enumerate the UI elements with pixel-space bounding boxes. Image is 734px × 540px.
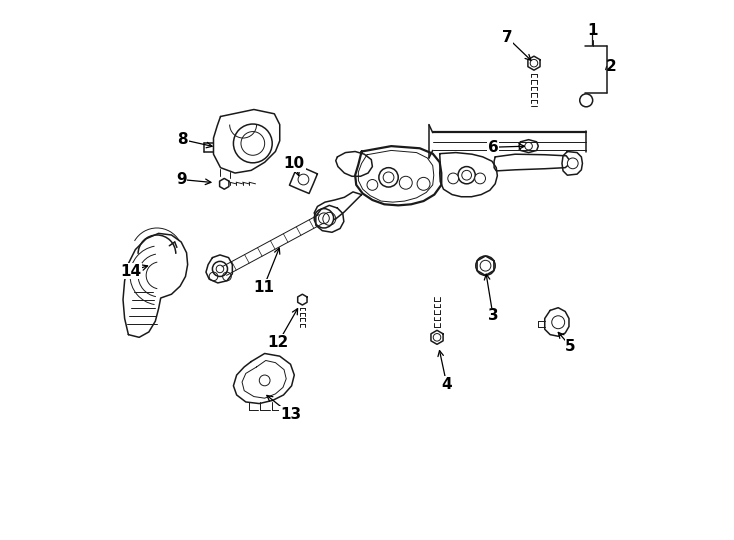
Polygon shape bbox=[206, 255, 233, 283]
Circle shape bbox=[567, 158, 578, 168]
Text: 1: 1 bbox=[587, 23, 597, 38]
Circle shape bbox=[383, 172, 394, 183]
Polygon shape bbox=[298, 294, 307, 305]
Circle shape bbox=[462, 170, 471, 180]
Circle shape bbox=[399, 176, 413, 189]
Text: 5: 5 bbox=[565, 339, 576, 354]
Polygon shape bbox=[440, 153, 498, 197]
Circle shape bbox=[319, 213, 330, 224]
Polygon shape bbox=[545, 308, 569, 336]
Polygon shape bbox=[316, 205, 344, 232]
Polygon shape bbox=[289, 166, 317, 193]
Circle shape bbox=[448, 173, 459, 184]
Polygon shape bbox=[477, 256, 494, 275]
Text: 8: 8 bbox=[178, 132, 188, 147]
Circle shape bbox=[476, 256, 495, 275]
Polygon shape bbox=[123, 233, 188, 338]
Text: 2: 2 bbox=[606, 59, 617, 74]
Polygon shape bbox=[355, 146, 441, 205]
Text: 13: 13 bbox=[280, 407, 301, 422]
Text: 9: 9 bbox=[176, 172, 186, 187]
Text: 4: 4 bbox=[441, 377, 452, 392]
Circle shape bbox=[580, 94, 592, 107]
Polygon shape bbox=[431, 330, 443, 345]
Polygon shape bbox=[219, 178, 229, 189]
Circle shape bbox=[314, 208, 334, 228]
Polygon shape bbox=[314, 192, 362, 221]
Text: 3: 3 bbox=[487, 308, 498, 323]
Circle shape bbox=[475, 173, 485, 184]
Polygon shape bbox=[528, 56, 540, 70]
Text: 14: 14 bbox=[120, 264, 142, 279]
Circle shape bbox=[367, 179, 378, 190]
Polygon shape bbox=[494, 154, 569, 171]
Polygon shape bbox=[233, 354, 294, 403]
Polygon shape bbox=[214, 110, 280, 173]
Text: 12: 12 bbox=[267, 335, 288, 350]
Polygon shape bbox=[335, 152, 372, 176]
Circle shape bbox=[379, 167, 399, 187]
Polygon shape bbox=[562, 152, 583, 175]
Circle shape bbox=[417, 177, 430, 190]
Text: 10: 10 bbox=[284, 156, 305, 171]
Polygon shape bbox=[519, 140, 538, 153]
Circle shape bbox=[458, 166, 475, 184]
Text: 6: 6 bbox=[487, 140, 498, 154]
Text: 7: 7 bbox=[502, 30, 512, 45]
Text: 11: 11 bbox=[253, 280, 274, 295]
